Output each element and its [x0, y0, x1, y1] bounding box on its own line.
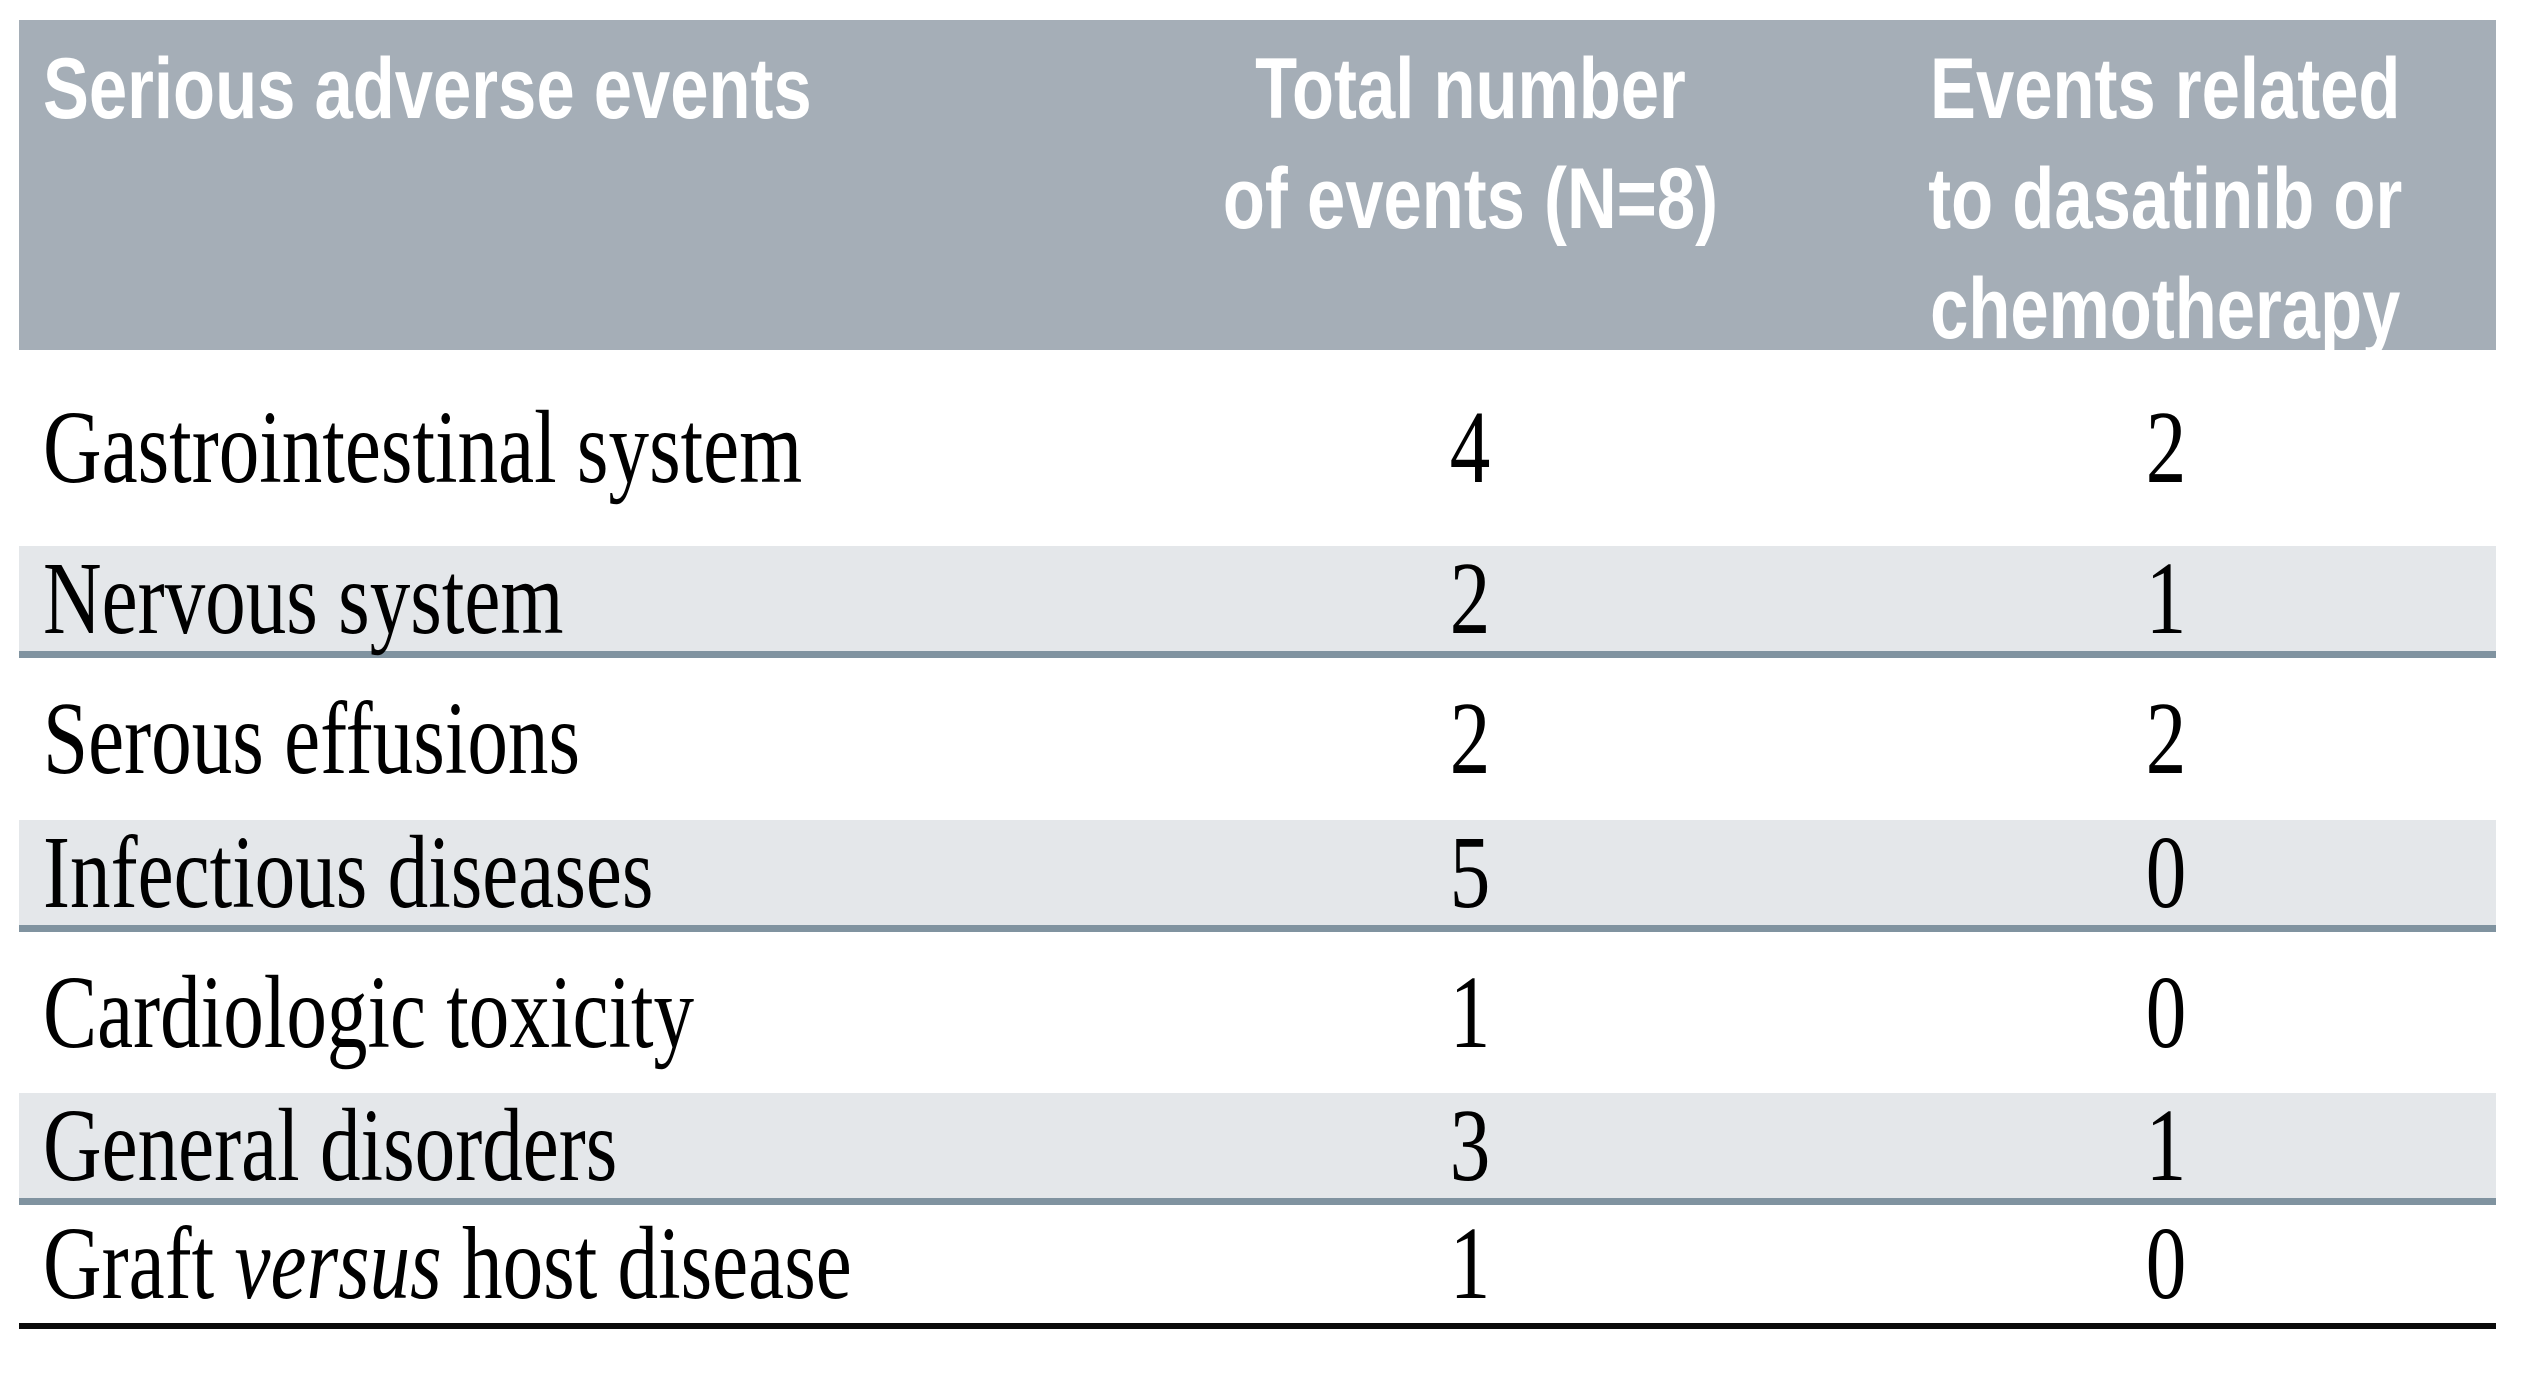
section-divider — [19, 651, 2496, 658]
total-events-value: 4 — [1449, 390, 1491, 505]
row-label-cell: Cardiologic toxicity — [19, 954, 1105, 1070]
total-events-cell: 5 — [1105, 814, 1835, 930]
related-events-value: 2 — [2145, 390, 2186, 505]
total-events-cell: 4 — [1105, 396, 1835, 500]
related-events-value: 0 — [2145, 954, 2186, 1070]
total-events-value: 1 — [1449, 1206, 1491, 1321]
table-row-infectious-diseases: Infectious diseases 5 0 — [19, 820, 2496, 925]
header-cell-serious-adverse-events: Serious adverse events — [19, 20, 1105, 144]
row-label-cell: Graft versus host disease — [19, 1212, 1105, 1316]
row-label-cell: Gastrointestinal system — [19, 396, 1105, 500]
section-divider — [19, 1198, 2496, 1205]
row-label: General disorders — [43, 1087, 618, 1203]
section-divider — [19, 925, 2496, 932]
table-row-gastrointestinal: Gastrointestinal system 4 2 — [19, 350, 2496, 546]
table-row-general-disorders: General disorders 3 1 — [19, 1093, 2496, 1198]
table-row-graft-versus-host-disease: Graft versus host disease 1 0 — [19, 1205, 2496, 1323]
related-events-cell: 2 — [1835, 687, 2496, 791]
related-events-cell: 0 — [1835, 954, 2496, 1070]
table-row-nervous-system: Nervous system 2 1 — [19, 546, 2496, 651]
total-events-cell: 1 — [1105, 954, 1835, 1070]
total-events-cell: 3 — [1105, 1087, 1835, 1203]
row-label-prefix: Graft — [43, 1206, 235, 1321]
serious-adverse-events-table: Serious adverse events Total number of e… — [19, 20, 2496, 1329]
header-label-total-number: Total number of events (N=8) — [1222, 41, 1718, 247]
table-row-cardiologic-toxicity: Cardiologic toxicity 1 0 — [19, 932, 2496, 1093]
table-bottom-rule — [19, 1323, 2496, 1329]
total-events-value: 2 — [1449, 681, 1491, 796]
table-row-serous-effusions: Serous effusions 2 2 — [19, 658, 2496, 820]
header-cell-total-number: Total number of events (N=8) — [1105, 20, 1835, 254]
row-label-cell: Serous effusions — [19, 687, 1105, 791]
header-label-serious-adverse-events: Serious adverse events — [43, 41, 812, 137]
related-events-cell: 1 — [1835, 540, 2496, 656]
header-cell-events-related: Events related to dasatinib or chemother… — [1835, 20, 2496, 364]
row-label-italic: versus — [234, 1206, 442, 1321]
related-events-value: 0 — [2145, 814, 2186, 930]
row-label-suffix: host disease — [441, 1206, 852, 1321]
total-events-value: 2 — [1449, 540, 1491, 656]
row-label-cell: Infectious diseases — [19, 814, 1105, 930]
row-label: Graft versus host disease — [43, 1212, 852, 1316]
related-events-cell: 2 — [1835, 396, 2496, 500]
total-events-value: 1 — [1449, 954, 1491, 1070]
row-label: Gastrointestinal system — [43, 390, 803, 505]
total-events-cell: 2 — [1105, 540, 1835, 656]
related-events-value: 1 — [2145, 1087, 2186, 1203]
row-label-cell: Nervous system — [19, 540, 1105, 656]
row-label-cell: General disorders — [19, 1087, 1105, 1203]
row-label: Cardiologic toxicity — [43, 954, 695, 1070]
total-events-value: 3 — [1449, 1087, 1491, 1203]
total-events-cell: 1 — [1105, 1212, 1835, 1316]
total-events-value: 5 — [1449, 814, 1491, 930]
related-events-cell: 1 — [1835, 1087, 2496, 1203]
row-label: Infectious diseases — [43, 814, 654, 930]
row-label: Nervous system — [43, 540, 564, 656]
header-label-events-related: Events related to dasatinib or chemother… — [1928, 41, 2403, 357]
related-events-value: 1 — [2145, 540, 2186, 656]
related-events-cell: 0 — [1835, 1212, 2496, 1316]
total-events-cell: 2 — [1105, 687, 1835, 791]
table-header-row: Serious adverse events Total number of e… — [19, 20, 2496, 357]
related-events-value: 2 — [2145, 681, 2186, 796]
related-events-cell: 0 — [1835, 814, 2496, 930]
related-events-value: 0 — [2145, 1206, 2186, 1321]
row-label: Serous effusions — [43, 681, 581, 796]
